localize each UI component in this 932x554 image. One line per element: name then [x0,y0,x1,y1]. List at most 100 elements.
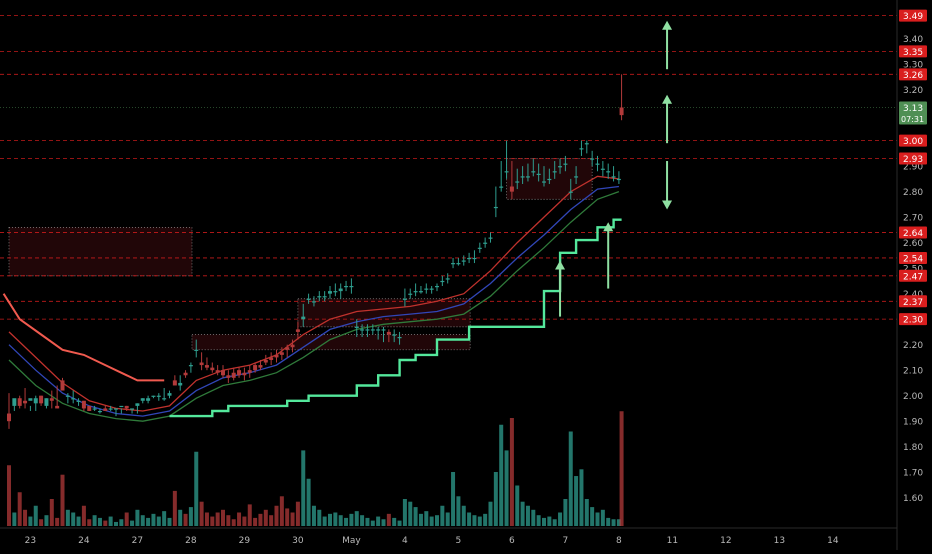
candle-body [258,365,263,368]
time-tick-label: 8 [616,536,622,546]
level-price-label: 2.30 [903,316,923,326]
time-tick-label: 13 [774,536,785,546]
time-tick-label: 30 [292,536,304,546]
candle-body [488,237,493,239]
candle-body [381,329,386,331]
level-price-tag [899,295,927,308]
time-axis[interactable]: 23 24 27 28 29 30 May 4 5 6 7 8 11 12 13 14 [0,527,897,546]
candlesticks [7,74,624,429]
moving-averages [8,175,620,422]
candle-body [210,367,215,371]
candle-body [242,372,247,376]
candle-body [81,400,86,409]
level-price-label: 2.93 [903,155,923,165]
volume-bar [274,505,279,526]
candle-body [65,395,70,397]
volume-bar [499,424,504,526]
candle-body [344,286,349,288]
volume-bar [552,519,557,526]
candle-body [135,403,140,406]
candle-body [338,288,343,292]
candle-body [97,410,102,413]
candle-body [71,398,76,400]
volume-bar [188,507,193,526]
level-price-tag [899,68,927,81]
volume-bar [365,517,370,526]
volume-bar [547,516,552,526]
volume-bar [311,505,316,526]
candle-body [290,344,295,348]
volume-bar [242,516,247,526]
volume-bar [92,515,97,526]
candle-body [279,352,284,355]
candle-body [295,329,300,332]
candle-body [285,347,290,350]
volume-bar [178,509,183,526]
candle-body [418,291,423,293]
volume-bar [509,418,514,526]
volume-bar [279,496,284,526]
volume-bar [542,517,546,526]
candle-body [606,171,611,173]
volume-bar [435,515,439,526]
time-tick-label: 29 [239,536,251,546]
level-price-label: 2.47 [903,272,923,282]
candle-body [558,166,563,168]
price-tick-label: 2.20 [903,341,923,351]
volume-bar [156,516,161,526]
price-tick-label: 3.40 [903,35,923,45]
volume-bar [146,517,151,526]
volume-bar [119,519,124,526]
arrow-head [662,200,673,210]
candle-body [397,337,402,339]
candle-body [322,296,327,298]
volume-bar [231,519,236,526]
candle-body [301,316,306,320]
volume-bar [87,519,92,526]
candle-body [274,354,279,358]
volume-bar [55,517,60,526]
price-tick-label: 2.40 [903,290,923,300]
candle-body [215,370,220,373]
level-price-label: 2.37 [903,298,923,308]
volume-bar [590,507,595,526]
volume-bar [392,517,397,526]
candle-body [435,286,439,288]
volume-bar [381,519,386,526]
volume-bar [71,512,76,526]
arrow-head [662,94,673,104]
price-tick-label: 1.60 [903,494,923,504]
volume-bar [226,515,231,526]
level-price-label: 3.00 [903,137,923,147]
price-tick-label: 2.80 [903,188,923,198]
ma-red-line [8,175,619,412]
time-tick-label: 7 [563,536,569,546]
candle-body [616,178,621,181]
time-tick-label: 14 [827,536,839,546]
time-tick-label: 4 [402,536,408,546]
volume-bar [574,476,579,526]
candle-body [611,176,616,178]
volume-bar [247,504,252,526]
candle-body [199,362,204,366]
volume-bar [600,509,605,526]
volume-bar [237,512,242,526]
lower-band-line [169,218,622,418]
price-tick-label: 2.00 [903,392,923,402]
price-axis[interactable]: 3.40 3.30 3.20 2.90 2.80 2.70 2.60 2.50 2.40 2.20… [896,0,927,550]
volume-bar [269,515,274,526]
volume-bar [445,512,450,526]
volume-bar [167,517,172,526]
volume-bar [103,520,108,526]
candle-body [183,372,188,376]
candle-body [461,260,466,262]
candle-body [269,357,274,360]
candle-body [392,334,397,336]
candle-body [515,181,520,183]
candle-body [231,372,236,378]
price-tick-label: 2.70 [903,214,923,224]
volume-bar [39,519,44,526]
candle-body [456,263,461,265]
